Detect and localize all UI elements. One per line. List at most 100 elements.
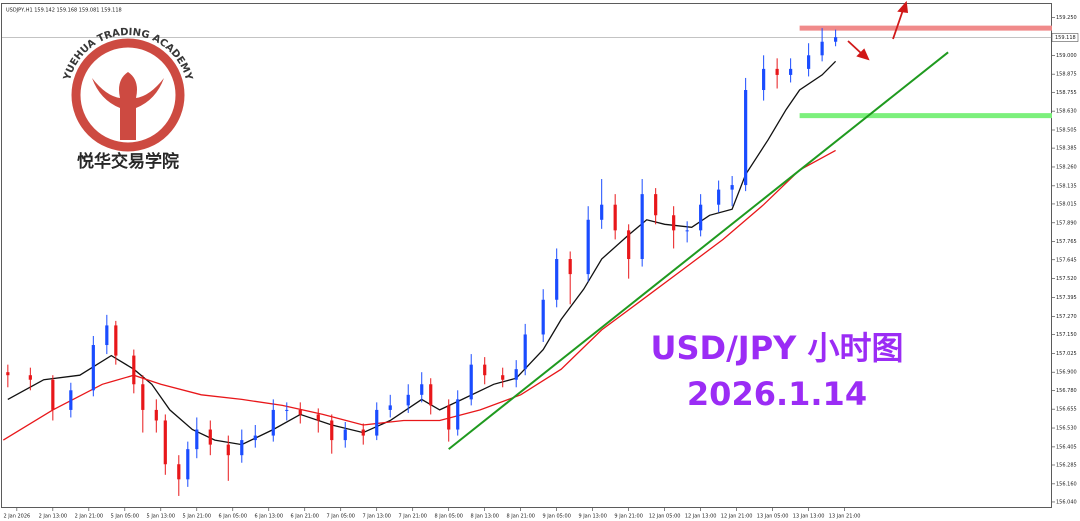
y-tick-label: 158.630 — [1056, 109, 1077, 115]
candle-body — [469, 364, 473, 400]
x-tick-label: 8 Jan 13:00 — [470, 514, 498, 520]
candle-body — [613, 204, 617, 231]
x-tick-label: 13 Jan 13:00 — [793, 514, 825, 520]
x-tick-label: 6 Jan 05:00 — [219, 514, 247, 520]
y-tick-label: 156.655 — [1056, 407, 1077, 413]
candle-body — [775, 68, 779, 75]
x-tick-label: 2 Jan 2026 — [3, 514, 30, 520]
candle-body — [132, 355, 136, 385]
candle-body — [501, 375, 505, 380]
x-tick-label: 6 Jan 21:00 — [291, 514, 319, 520]
candle-body — [361, 429, 365, 436]
y-tick-label: 159.250 — [1056, 15, 1077, 21]
x-tick-label: 12 Jan 21:00 — [721, 514, 753, 520]
y-tick-label: 157.520 — [1056, 276, 1077, 282]
moving-average — [7, 60, 837, 446]
candle-body — [834, 37, 838, 42]
y-tick-label: 156.160 — [1056, 481, 1077, 487]
candle-body — [483, 364, 487, 376]
candle-body — [141, 384, 145, 410]
candle-body — [541, 299, 545, 335]
candle-body — [568, 259, 572, 275]
y-tick-label: 159.000 — [1056, 53, 1077, 59]
candle-body — [226, 444, 230, 456]
x-tick-label: 8 Jan 21:00 — [506, 514, 534, 520]
candle-body — [240, 440, 244, 456]
candle-body — [429, 384, 433, 406]
y-tick-label: 158.505 — [1056, 128, 1077, 134]
y-tick-label: 157.890 — [1056, 220, 1077, 226]
candle-body — [672, 215, 676, 231]
candle-body — [388, 405, 392, 410]
x-tick-label: 7 Jan 13:00 — [363, 514, 391, 520]
y-tick-label: 157.025 — [1056, 351, 1077, 357]
symbol-info: USDJPY,H1 159.142 159.168 159.081 159.11… — [6, 8, 122, 14]
candle-body — [271, 409, 275, 436]
candle-body — [343, 429, 347, 441]
x-tick-label: 12 Jan 05:00 — [649, 514, 681, 520]
candle-body — [654, 194, 658, 216]
arrow-head — [856, 48, 870, 61]
candle-body — [456, 399, 460, 430]
y-tick-label: 156.285 — [1056, 462, 1077, 468]
candle-body — [744, 90, 748, 186]
candle-body — [627, 230, 631, 260]
trend-line — [448, 51, 949, 450]
candle-body — [420, 384, 424, 395]
candle-body — [91, 345, 95, 391]
candle-body — [177, 464, 181, 480]
y-tick-label: 158.015 — [1056, 201, 1077, 207]
candle-body — [555, 259, 559, 300]
x-tick-label: 7 Jan 21:00 — [398, 514, 426, 520]
y-tick-label: 158.135 — [1056, 183, 1077, 189]
x-tick-label: 8 Jan 05:00 — [434, 514, 462, 520]
logo-text-cn: 悦华交易学院 — [77, 151, 179, 172]
candle-body — [69, 390, 73, 410]
arrow — [892, 9, 904, 40]
candle-body — [523, 334, 527, 370]
plot-area — [2, 25, 1052, 496]
annotation-date: 2026.1.14 — [687, 375, 867, 413]
candle-body — [514, 369, 518, 380]
x-tick-label: 2 Jan 21:00 — [75, 514, 103, 520]
y-tick-label: 157.270 — [1056, 314, 1077, 320]
candle-body — [154, 409, 158, 421]
candle-body — [586, 219, 590, 275]
candle-body — [298, 409, 302, 415]
x-tick-label: 2 Jan 13:00 — [39, 514, 67, 520]
y-tick-label: 158.385 — [1056, 146, 1077, 152]
x-tick-label: 9 Jan 13:00 — [578, 514, 606, 520]
logo-mark — [92, 72, 164, 140]
x-tick-label: 7 Jan 05:00 — [327, 514, 355, 520]
candle-body — [51, 379, 55, 410]
candle-body — [316, 414, 320, 421]
moving-average — [2, 149, 836, 441]
y-tick-label: 156.900 — [1056, 370, 1077, 376]
candle-body — [195, 429, 199, 450]
y-tick-label: 157.150 — [1056, 332, 1077, 338]
candle-body — [186, 449, 190, 480]
y-tick-label: 157.765 — [1056, 239, 1077, 245]
annotation-title: USD/JPY 小时图 — [651, 329, 904, 367]
y-tick-label: 156.040 — [1056, 499, 1077, 505]
x-tick-label: 12 Jan 13:00 — [685, 514, 717, 520]
arrows — [847, 0, 909, 61]
candle-body — [28, 375, 32, 380]
y-tick-label: 158.755 — [1056, 90, 1077, 96]
last-price-label: 159.118 — [1055, 35, 1076, 41]
x-tick-label: 13 Jan 05:00 — [757, 514, 789, 520]
candle-body — [406, 394, 410, 406]
candle-body — [114, 325, 118, 356]
candle-body — [330, 420, 334, 441]
y-tick-label: 156.405 — [1056, 444, 1077, 450]
x-tick-label: 5 Jan 21:00 — [183, 514, 211, 520]
candle-body — [640, 194, 644, 260]
candle-body — [807, 55, 811, 69]
x-tick-label: 5 Jan 13:00 — [147, 514, 175, 520]
candle-body — [762, 68, 766, 91]
plot-frame — [1, 3, 1052, 508]
x-tick-label: 5 Jan 05:00 — [111, 514, 139, 520]
arrow — [847, 40, 863, 55]
